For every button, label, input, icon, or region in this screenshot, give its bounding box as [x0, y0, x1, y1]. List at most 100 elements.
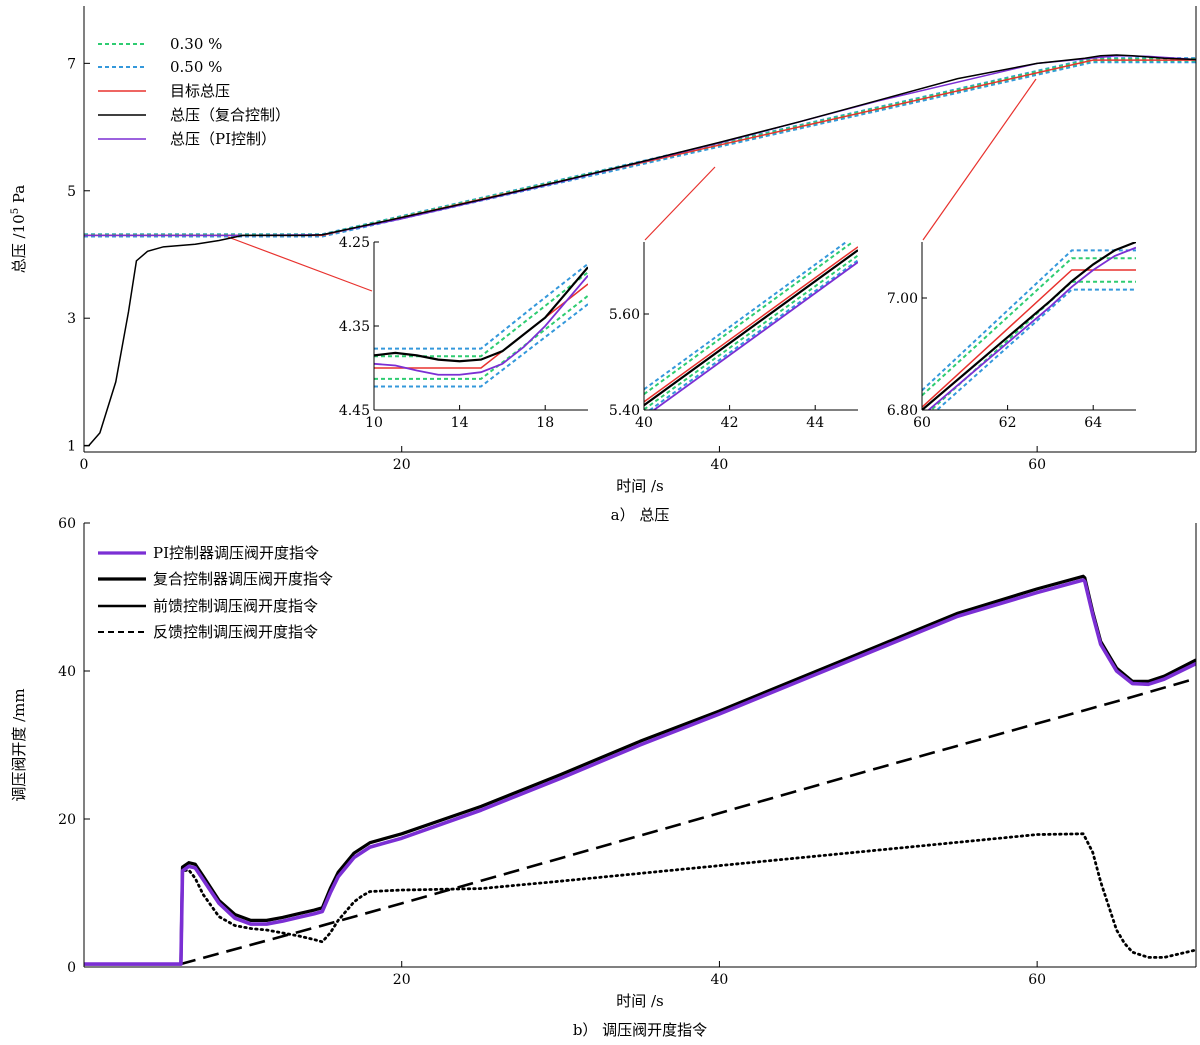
legend-label-pi: 总压（PI控制） — [170, 130, 276, 148]
inset-line-target — [644, 246, 858, 403]
inset-line-band30 — [644, 242, 855, 395]
y-tick-label: 3 — [67, 311, 76, 327]
series-composite-control — [84, 54, 1196, 447]
inset-line-band50 — [374, 303, 588, 388]
inset-background — [374, 242, 588, 410]
inset-x-tick-label: 40 — [635, 415, 653, 431]
y-tick-label: 0 — [67, 960, 76, 976]
plot-lines — [84, 574, 1196, 966]
svg-text:调压阀开度 /mm: 调压阀开度 /mm — [10, 688, 28, 801]
inset-line-pi — [652, 261, 858, 410]
legend-label-composite: 总压（复合控制） — [170, 106, 290, 124]
series-band30-upper — [84, 58, 1196, 236]
x-tick-label: 60 — [1028, 972, 1046, 988]
inset-y-tick-label: 4.45 — [339, 403, 370, 419]
inset-x-tick-label: 10 — [365, 415, 383, 431]
inset-line-band50 — [648, 259, 858, 410]
zoom-connector-1 — [227, 236, 373, 292]
y-tick-label: 40 — [58, 664, 76, 680]
y-tick-label: 60 — [58, 516, 76, 532]
legend-item-pi: 总压（PI控制） — [98, 130, 276, 148]
series-feedback-opening — [84, 677, 1196, 966]
legend-item-composite: 总压（复合控制） — [98, 106, 290, 124]
inset-line-band50 — [644, 242, 848, 391]
legend-label-band50: 0.50 % — [170, 58, 222, 76]
legend-item-composite: 复合控制器调压阀开度指令 — [98, 570, 333, 588]
x-tick-label: 40 — [711, 972, 729, 988]
y-tick-label: 20 — [58, 812, 76, 828]
legend-label-band30: 0.30 % — [170, 35, 222, 53]
legend-label-feedback: 反馈控制调压阀开度指令 — [153, 623, 318, 641]
zoom-connector-3 — [922, 78, 1037, 241]
inset-y-tick-label: 7.00 — [887, 291, 918, 307]
series-feedforward-opening — [84, 832, 1196, 966]
inset-x-tick-label: 62 — [999, 415, 1017, 431]
y-tick-label: 7 — [67, 56, 76, 72]
series-band50-lower — [84, 61, 1196, 238]
legend-item-feedback: 反馈控制调压阀开度指令 — [98, 623, 318, 641]
inset-x-tick-label: 44 — [806, 415, 824, 431]
tick-marks: 20 40 60 0 20 40 60 — [58, 516, 1046, 988]
zoom-connector-2 — [644, 166, 716, 241]
inset-line-pi — [374, 275, 588, 376]
legend-item-target: 目标总压 — [98, 82, 230, 100]
inset-line-pi — [927, 246, 1136, 410]
chart-total-pressure: 10 14 18 4.25 4.35 4.45 40 42 44 5.40 5.60 60 62 64 6.… — [10, 6, 1197, 524]
inset-line-band50 — [374, 263, 588, 350]
inset-line-band30 — [374, 294, 588, 380]
inset-x-tick-label: 14 — [451, 415, 469, 431]
legend-item-feedforward: 前馈控制调压阀开度指令 — [98, 597, 318, 615]
inset-lines — [374, 263, 588, 388]
y-axis-label-unit: Pa — [10, 185, 28, 208]
inset-x-tick-label: 64 — [1084, 415, 1102, 431]
x-axis-label: 时间 /s — [616, 477, 664, 495]
series-pi-controller-opening — [84, 578, 1196, 966]
x-tick-label: 20 — [393, 972, 411, 988]
inset-1: 10 14 18 4.25 4.35 4.45 — [339, 235, 588, 431]
x-tick-label: 60 — [1028, 457, 1046, 473]
inset-y-tick-label: 4.25 — [339, 235, 370, 251]
legend: PI控制器调压阀开度指令 复合控制器调压阀开度指令 前馈控制调压阀开度指令 反馈… — [98, 544, 333, 641]
plot-lines — [84, 54, 1196, 447]
chart-valve-opening: 20 40 60 0 20 40 60 时间 /s b） 调压阀开度指令 调压阀开度 /mm… — [10, 516, 1197, 1039]
inset-3: 60 62 64 6.80 7.00 — [887, 242, 1136, 431]
legend-item-band30: 0.30 % — [98, 35, 222, 53]
inset-x-tick-label: 42 — [721, 415, 739, 431]
inset-line-band30 — [929, 280, 1136, 410]
chart-caption: a） 总压 — [611, 506, 670, 524]
x-tick-label: 20 — [393, 457, 411, 473]
legend-item-band50: 0.50 % — [98, 58, 222, 76]
inset-x-tick-label: 18 — [536, 415, 554, 431]
y-axis-label: 调压阀开度 /mm — [10, 688, 28, 801]
inset-y-tick-label: 5.60 — [609, 307, 640, 323]
inset-lines — [922, 242, 1136, 410]
y-axis-label-main: 总压 /10 — [10, 214, 28, 273]
inset-line-composite — [374, 266, 588, 363]
y-tick-label: 5 — [67, 184, 76, 200]
inset-lines — [644, 242, 858, 410]
inset-plots: 10 14 18 4.25 4.35 4.45 40 42 44 5.40 5.60 60 62 64 6.… — [339, 235, 1136, 431]
tick-marks: 0 20 40 60 1 3 5 7 — [67, 56, 1046, 473]
y-axis-label-sup: 5 — [10, 208, 21, 214]
inset-line-composite — [644, 249, 858, 407]
inset-background — [644, 242, 858, 410]
zoom-connector-lines — [227, 78, 1037, 292]
inset-y-tick-label: 5.40 — [609, 403, 640, 419]
inset-line-band30 — [922, 257, 1136, 397]
y-tick-label: 1 — [67, 439, 76, 455]
x-axis-label: 时间 /s — [616, 992, 664, 1010]
inset-line-target — [922, 269, 1136, 408]
inset-2: 40 42 44 5.40 5.60 — [609, 242, 858, 431]
inset-y-tick-label: 6.80 — [887, 403, 918, 419]
y-axis-label: 总压 /105 Pa — [10, 185, 28, 273]
inset-line-composite — [922, 242, 1136, 410]
svg-text:总压 /105 Pa: 总压 /105 Pa — [10, 185, 28, 273]
inset-y-tick-label: 4.35 — [339, 319, 370, 335]
chart-caption: b） 调压阀开度指令 — [573, 1021, 707, 1039]
inset-line-band50 — [935, 288, 1136, 410]
legend-item-pi: PI控制器调压阀开度指令 — [98, 544, 319, 562]
legend: 0.30 % 0.50 % 目标总压 总压（复合控制） 总压（PI控制） — [98, 35, 290, 148]
inset-background — [922, 242, 1136, 410]
legend-label-pi: PI控制器调压阀开度指令 — [153, 544, 319, 562]
